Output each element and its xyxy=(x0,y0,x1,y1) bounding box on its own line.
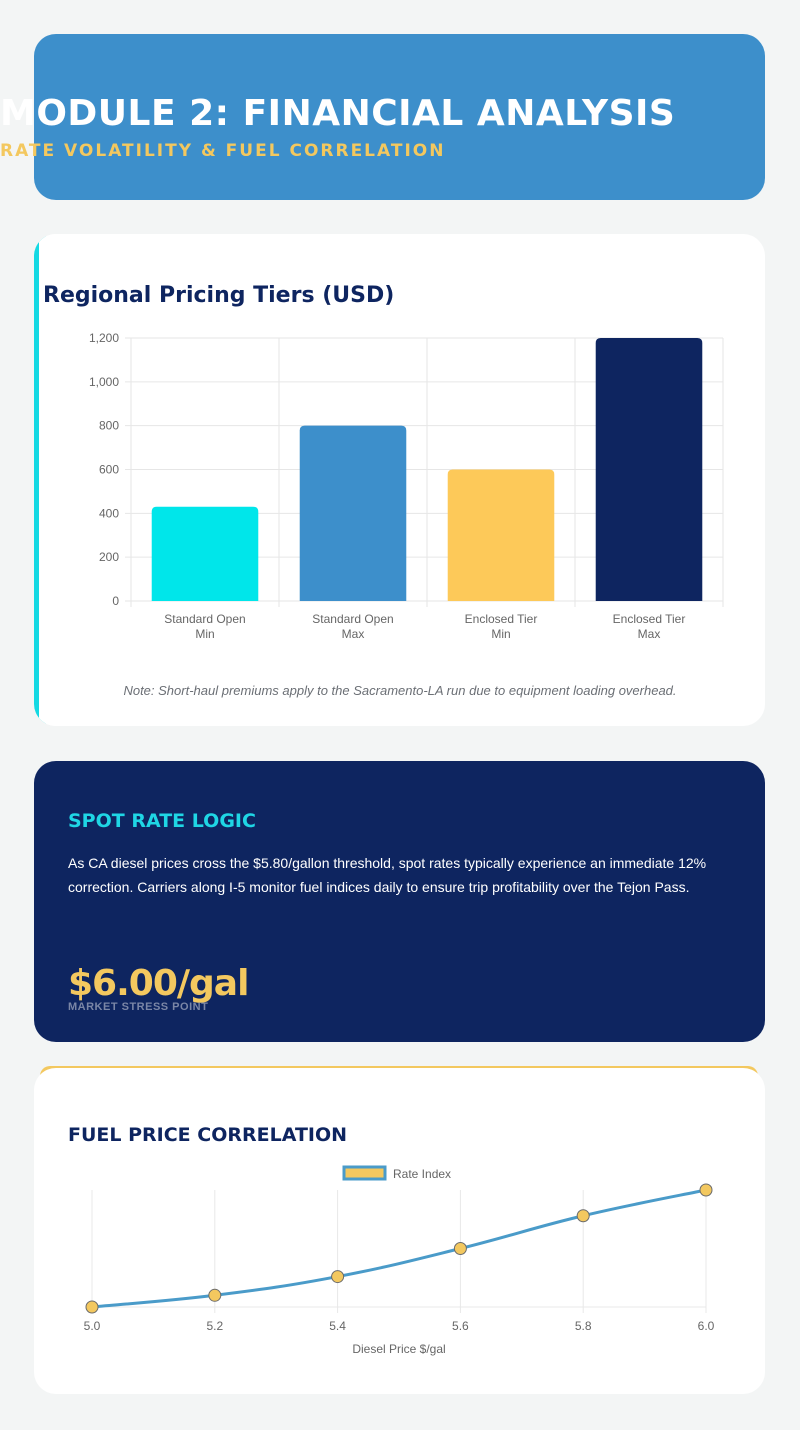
stress-point-label: MARKET STRESS POINT xyxy=(68,1001,209,1013)
bar xyxy=(151,506,259,601)
y-tick-label: 800 xyxy=(99,419,119,433)
x-tick-label: Enclosed Tier xyxy=(613,612,686,626)
data-point xyxy=(331,1270,345,1284)
x-tick-label: 5.4 xyxy=(329,1319,346,1333)
x-tick-label: 5.8 xyxy=(575,1319,592,1333)
fuel-correlation-card xyxy=(34,1068,765,1394)
module-header xyxy=(34,34,765,200)
bar xyxy=(299,425,407,601)
x-tick-label: Enclosed Tier xyxy=(465,612,538,626)
y-tick-label: 0 xyxy=(112,594,119,608)
y-tick-label: 1,200 xyxy=(89,331,119,345)
y-tick-label: 400 xyxy=(99,506,119,520)
x-tick-label: Max xyxy=(342,627,365,641)
stress-point-value: $6.00/gal xyxy=(68,963,249,1004)
data-point xyxy=(699,1183,713,1197)
data-point xyxy=(85,1300,99,1314)
x-axis-label: Diesel Price $/gal xyxy=(352,1342,445,1356)
x-tick-label: Standard Open xyxy=(164,612,245,626)
data-point xyxy=(208,1288,222,1302)
card-accent-mask xyxy=(39,234,59,726)
y-tick-label: 600 xyxy=(99,463,119,477)
x-tick-label: Min xyxy=(195,627,214,641)
x-tick-label: 5.2 xyxy=(206,1319,223,1333)
spot-rate-card xyxy=(34,761,765,1042)
x-tick-label: 5.0 xyxy=(84,1319,101,1333)
spot-rate-title: SPOT RATE LOGIC xyxy=(68,810,256,832)
x-tick-label: 6.0 xyxy=(698,1319,715,1333)
y-tick-label: 1,000 xyxy=(89,375,119,389)
data-point xyxy=(576,1209,590,1223)
bar xyxy=(595,338,703,601)
y-tick-label: 200 xyxy=(99,550,119,564)
x-tick-label: Min xyxy=(491,627,510,641)
fuel-chart-title: FUEL PRICE CORRELATION xyxy=(68,1124,348,1146)
x-tick-label: Standard Open xyxy=(312,612,393,626)
x-tick-label: Max xyxy=(638,627,661,641)
data-point xyxy=(453,1242,467,1255)
pricing-note: Note: Short-haul premiums apply to the S… xyxy=(123,683,677,698)
page-title: MODULE 2: FINANCIAL ANALYSIS xyxy=(0,93,676,134)
x-tick-label: 5.6 xyxy=(452,1319,469,1333)
legend-label: Rate Index xyxy=(393,1167,451,1181)
page-subtitle: RATE VOLATILITY & FUEL CORRELATION xyxy=(0,141,446,161)
pricing-chart-title: Regional Pricing Tiers (USD) xyxy=(43,283,395,308)
series-line xyxy=(91,1188,707,1309)
spot-rate-description: As CA diesel prices cross the $5.80/gall… xyxy=(68,855,707,895)
bar xyxy=(447,469,555,601)
legend-swatch xyxy=(342,1165,387,1181)
